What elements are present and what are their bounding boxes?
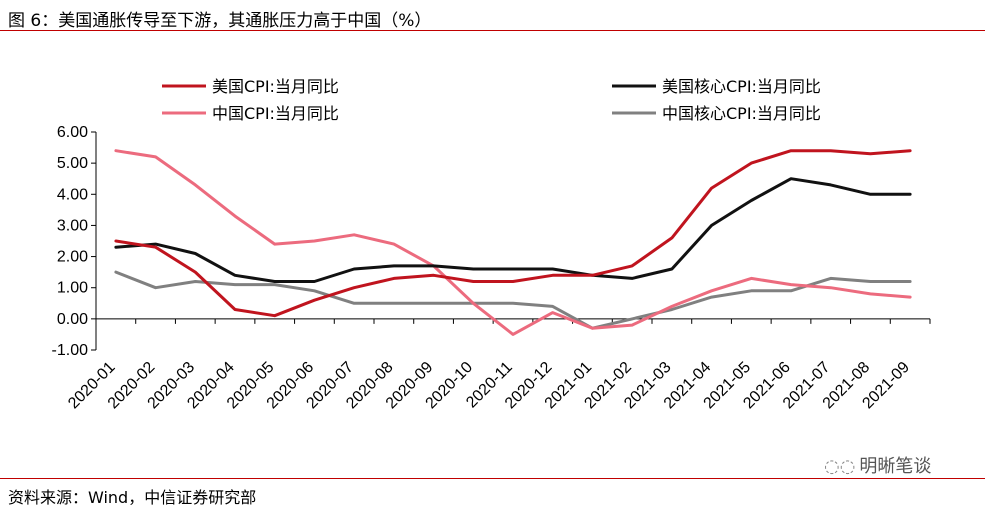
y-tick-label: 2.00 (57, 249, 88, 266)
y-tick-label: 1.00 (57, 280, 88, 297)
top-divider (0, 30, 985, 31)
y-tick-label: -1.00 (52, 342, 89, 359)
axes: 6.005.004.003.002.001.000.00-1.002020-01… (52, 124, 931, 412)
y-tick-label: 5.00 (57, 155, 88, 172)
series-line (114, 149, 912, 336)
y-tick-label: 4.00 (57, 186, 88, 203)
series-line (114, 177, 912, 283)
watermark: ◌◌ 明晰笔谈 (824, 452, 931, 478)
series-line (114, 149, 912, 318)
y-tick-label: 0.00 (57, 311, 88, 328)
legend-label: 中国核心CPI:当月同比 (662, 104, 821, 123)
series-line (114, 270, 912, 330)
source-note: 资料来源：Wind，中信证券研究部 (8, 488, 257, 507)
series-lines (114, 149, 912, 336)
y-tick-label: 3.00 (57, 217, 88, 234)
legend-label: 中国CPI:当月同比 (212, 104, 339, 123)
legend-label: 美国CPI:当月同比 (212, 77, 339, 96)
bottom-divider (0, 478, 985, 479)
chart-title: 图 6：美国通胀传导至下游，其通胀压力高于中国（%） (8, 11, 432, 31)
watermark-text: 明晰笔谈 (859, 456, 932, 477)
wechat-icon: ◌◌ (824, 456, 856, 477)
legend-label: 美国核心CPI:当月同比 (662, 77, 821, 96)
y-tick-label: 6.00 (57, 124, 88, 141)
